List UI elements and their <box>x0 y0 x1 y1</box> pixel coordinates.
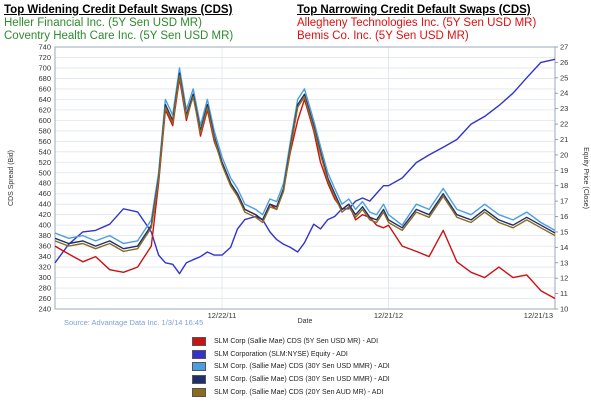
y-tick-label: 280 <box>38 284 51 293</box>
widening-title: Top Widening Credit Default Swaps (CDS) <box>4 4 233 16</box>
legend-label: SLM Corp. (Sallie Mae) CDS (30Y Sen USD … <box>214 363 390 371</box>
y-tick-label: 480 <box>38 179 51 188</box>
y-tick-label: 440 <box>38 200 51 209</box>
legend-swatch <box>192 388 206 398</box>
y-tick-label: 420 <box>38 210 51 219</box>
narrowing-item-1: Allegheny Technologies Inc. (5Y Sen USD … <box>297 17 537 29</box>
y-tick-label: 340 <box>38 252 51 261</box>
y-tick-label: 680 <box>38 74 51 83</box>
y-tick-label: 320 <box>38 263 51 272</box>
legend-item: SLM Corp. (Sallie Mae) CDS (20Y Sen AUD … <box>192 386 390 399</box>
series-line-0 <box>54 77 556 300</box>
legend-swatch <box>192 336 206 346</box>
y2-tick-label: 15 <box>560 227 568 236</box>
y2-tick-label: 20 <box>560 150 568 159</box>
y2-tick-label: 23 <box>560 104 568 113</box>
legend-swatch <box>192 375 206 385</box>
series-lines <box>54 58 556 300</box>
y-tick-label: 600 <box>38 116 51 125</box>
legend-swatch <box>192 349 206 359</box>
legend-label: SLM Corp. (Sallie Mae) CDS (20Y Sen AUD … <box>214 389 384 397</box>
x-tick-label: 12/21/13 <box>524 311 553 320</box>
y-tick-label: 300 <box>38 273 51 282</box>
y-tick-label: 720 <box>38 53 51 62</box>
y2-axis-title: Equity Price (Close) <box>582 147 589 209</box>
x-axis-title: Date <box>298 318 313 325</box>
y-tick-label: 740 <box>38 43 51 52</box>
legend-label: SLM Corp (Sallie Mae) CDS (5Y Sen USD MR… <box>214 337 379 345</box>
y-tick-label: 400 <box>38 221 51 230</box>
y2-tick-label: 22 <box>560 120 568 129</box>
data-source: Source: Advantage Data Inc. 1/3/14 16:45 <box>64 318 204 327</box>
y2-tick-label: 16 <box>560 212 568 221</box>
y-tick-label: 540 <box>38 147 51 156</box>
plot-frame <box>54 46 556 310</box>
widening-item-2: Coventry Health Care Inc. (5Y Sen USD MR… <box>4 30 234 42</box>
y2-tick-label: 27 <box>560 43 568 52</box>
series-line-1 <box>54 58 556 275</box>
legend-swatch <box>192 362 206 372</box>
narrowing-title: Top Narrowing Credit Default Swaps (CDS) <box>297 4 531 16</box>
legend-item: SLM Corp. (Sallie Mae) CDS (30Y Sen USD … <box>192 361 390 374</box>
y2-tick-label: 12 <box>560 274 568 283</box>
y2-tick-label: 14 <box>560 243 568 252</box>
legend-item: SLM Corporation (SLM:NYSE) Equity - ADI <box>192 348 390 361</box>
y-tick-label: 460 <box>38 189 51 198</box>
legend-item: SLM Corp. (Sallie Mae) CDS (30Y Sen USD … <box>192 373 390 386</box>
y-tick-label: 360 <box>38 242 51 251</box>
y2-tick-label: 26 <box>560 58 568 67</box>
y2-tick-label: 24 <box>560 89 568 98</box>
x-axis: 12/22/11 12/21/12 12/21/13 <box>208 311 553 320</box>
y-tick-label: 560 <box>38 137 51 146</box>
y2-tick-label: 18 <box>560 181 568 190</box>
x-tick-label: 12/22/11 <box>208 311 237 320</box>
y-axis-title: CDS Spread (Bid) <box>8 150 15 206</box>
y2-tick-label: 21 <box>560 135 568 144</box>
right-y-axis: 10 11 12 13 14 15 16 17 18 19 20 21 22 23 24 25 26 27 <box>555 43 568 314</box>
y-tick-label: 380 <box>38 231 51 240</box>
x-tick-label: 12/21/12 <box>374 311 403 320</box>
legend-label: SLM Corporation (SLM:NYSE) Equity - ADI <box>214 350 348 358</box>
widening-item-1: Heller Financial Inc. (5Y Sen USD MR) <box>4 17 202 29</box>
y-tick-label: 500 <box>38 168 51 177</box>
legend-label: SLM Corp. (Sallie Mae) CDS (30Y Sen USD … <box>214 376 390 384</box>
y-tick-label: 620 <box>38 105 51 114</box>
y-tick-label: 260 <box>38 294 51 303</box>
y-tick-label: 580 <box>38 126 51 135</box>
y-tick-label: 640 <box>38 95 51 104</box>
narrowing-item-2: Bemis Co. Inc. (5Y Sen USD MR) <box>297 30 469 42</box>
y2-tick-label: 10 <box>560 305 568 314</box>
y-tick-label: 520 <box>38 158 51 167</box>
y2-tick-label: 11 <box>560 289 568 298</box>
y-tick-label: 240 <box>38 305 51 314</box>
legend-item: SLM Corp (Sallie Mae) CDS (5Y Sen USD MR… <box>192 335 390 348</box>
y-tick-label: 660 <box>38 84 51 93</box>
y2-tick-label: 13 <box>560 258 568 267</box>
legend: SLM Corp (Sallie Mae) CDS (5Y Sen USD MR… <box>192 335 390 399</box>
y-tick-label: 700 <box>38 63 51 72</box>
series-line-4 <box>54 75 556 253</box>
y2-tick-label: 25 <box>560 73 568 82</box>
y2-tick-label: 17 <box>560 197 568 206</box>
y2-tick-label: 19 <box>560 166 568 175</box>
